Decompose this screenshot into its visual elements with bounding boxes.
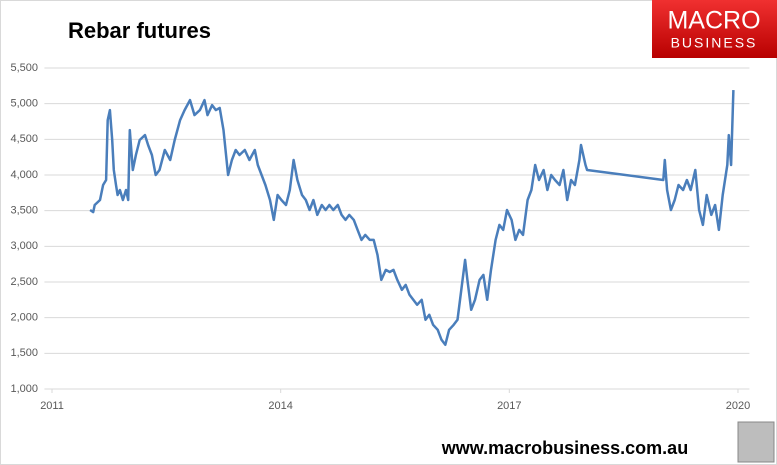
y-tick-label: 5,500 xyxy=(10,62,38,74)
y-tick-label: 3,000 xyxy=(10,240,38,252)
y-tick-label: 4,000 xyxy=(10,169,38,181)
x-tick-label: 2020 xyxy=(726,400,750,412)
logo-box xyxy=(652,0,777,58)
y-tick-label: 1,000 xyxy=(10,383,38,395)
y-tick-label: 2,000 xyxy=(10,312,38,324)
footer: www.macrobusiness.com.au xyxy=(441,438,688,458)
logo-top: MACRO xyxy=(667,7,760,35)
logo-bottom: BUSINESS xyxy=(671,35,758,51)
y-tick-label: 1,500 xyxy=(10,347,38,359)
x-tick-label: 2017 xyxy=(497,400,521,412)
x-tick-label: 2014 xyxy=(268,400,292,412)
chart-title: Rebar futures xyxy=(68,18,211,43)
y-tick-label: 2,500 xyxy=(10,276,38,288)
y-tick-label: 5,000 xyxy=(10,98,38,110)
wolf-icon xyxy=(737,421,775,463)
price-line xyxy=(89,90,735,347)
x-tick-label: 2011 xyxy=(40,400,64,412)
y-tick-label: 3,500 xyxy=(10,205,38,217)
y-tick-label: 4,500 xyxy=(10,133,38,145)
